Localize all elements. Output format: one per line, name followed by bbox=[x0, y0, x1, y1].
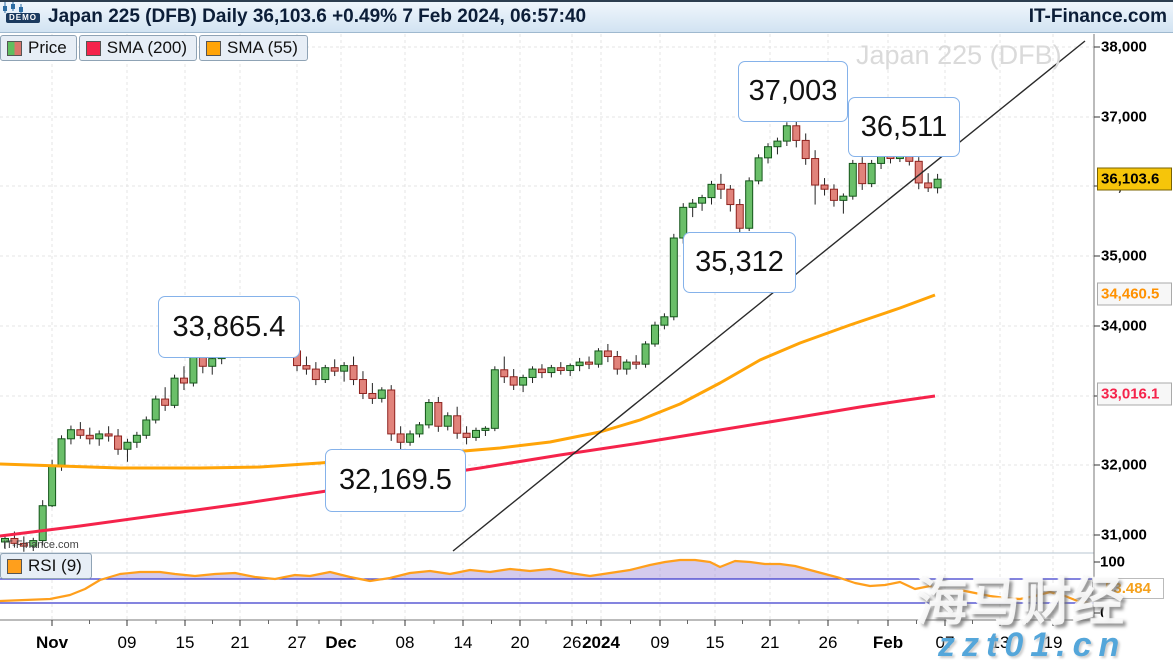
trendline bbox=[452, 40, 1086, 552]
x-axis-label: 15 bbox=[705, 633, 725, 652]
price-axis-badge: 33,016.1 bbox=[1097, 382, 1172, 406]
x-axis-label: 2024 bbox=[582, 633, 620, 652]
price-annotation[interactable]: 37,003 bbox=[738, 61, 848, 122]
overlay-watermark-cn: 海马财经 bbox=[916, 574, 1125, 632]
provider-watermark: IT-Finance.com bbox=[3, 539, 79, 551]
y-axis-label: 31,000 bbox=[1101, 526, 1147, 544]
legend-swatch-icon bbox=[7, 40, 22, 56]
y-axis-label: 32,000 bbox=[1101, 456, 1147, 474]
title-bar: DEMO Japan 225 (DFB) Daily 36,103.6 +0.4… bbox=[0, 2, 1173, 33]
legend-item-sma-200[interactable]: SMA (200) bbox=[78, 35, 198, 61]
price-annotation[interactable]: 36,511 bbox=[848, 97, 960, 157]
chart-watermark: Japan 225 (DFB) bbox=[856, 40, 1062, 70]
candles-group bbox=[1, 116, 942, 552]
price-axis-badge: 34,460.5 bbox=[1097, 282, 1172, 306]
x-axis-label: 09 bbox=[650, 633, 670, 652]
app-logo: DEMO bbox=[3, 2, 40, 23]
price-annotation[interactable]: 35,312 bbox=[683, 232, 796, 293]
x-axis-label: Feb bbox=[872, 633, 904, 652]
rsi-axis-0: 0 bbox=[1100, 604, 1109, 622]
price-annotation[interactable]: 32,169.5 bbox=[325, 449, 466, 512]
x-axis-label: Dec bbox=[325, 633, 357, 652]
legend-label: Price bbox=[28, 38, 67, 57]
logo-candles-icon bbox=[3, 2, 23, 13]
x-axis-label: 15 bbox=[175, 633, 195, 652]
x-axis-label: 13 bbox=[990, 633, 1010, 652]
rsi-legend: RSI (9) bbox=[0, 553, 92, 579]
legend-label: SMA (200) bbox=[106, 38, 188, 57]
x-axis-label: 20 bbox=[510, 633, 530, 652]
legend-swatch-icon bbox=[85, 40, 101, 56]
y-axis-label: 34,000 bbox=[1101, 317, 1147, 335]
legend: Price SMA (200) SMA (55) bbox=[0, 35, 308, 61]
legend-item-sma-55[interactable]: SMA (55) bbox=[199, 35, 308, 61]
x-axis-label: 08 bbox=[395, 633, 415, 652]
sma-200-line bbox=[0, 394, 936, 538]
x-axis-label: Nov bbox=[35, 633, 69, 652]
y-axis-label: 37,000 bbox=[1101, 108, 1147, 126]
demo-badge: DEMO bbox=[6, 13, 40, 23]
y-axis-label: 38,000 bbox=[1101, 38, 1147, 56]
x-axis-label: 07 bbox=[935, 633, 955, 652]
brand-link[interactable]: IT-Finance.com bbox=[1028, 6, 1167, 27]
y-axis-label: 35,000 bbox=[1101, 247, 1147, 265]
x-axis-label: 19 bbox=[1043, 633, 1063, 652]
x-axis-label: 21 bbox=[230, 633, 250, 652]
rsi-axis-100: 100 bbox=[1100, 553, 1126, 571]
x-axis-label: 09 bbox=[117, 633, 137, 652]
price-axis-badge: 36,103.6 bbox=[1097, 167, 1172, 191]
legend-label: SMA (55) bbox=[227, 38, 298, 57]
chart-title: Japan 225 (DFB) Daily 36,103.6 +0.49% 7 … bbox=[48, 6, 587, 27]
rsi-value-badge: 53.484 bbox=[1092, 578, 1164, 599]
legend-item-price[interactable]: Price bbox=[0, 35, 77, 61]
rsi-swatch-icon bbox=[7, 558, 22, 574]
x-axis-label: 14 bbox=[453, 633, 473, 652]
x-axis-label: 27 bbox=[287, 633, 307, 652]
x-axis-label: 21 bbox=[760, 633, 780, 652]
legend-swatch-icon bbox=[206, 40, 222, 56]
x-axis-label: 26 bbox=[562, 633, 582, 652]
rsi-legend-label: RSI (9) bbox=[28, 556, 82, 575]
sma-55-line bbox=[0, 293, 936, 470]
price-annotation[interactable]: 33,865.4 bbox=[158, 296, 300, 358]
rsi-legend-box[interactable]: RSI (9) bbox=[0, 553, 92, 579]
overlay-watermark-url: zzt01.cn bbox=[938, 626, 1127, 660]
x-axis-label: 26 bbox=[818, 633, 838, 652]
rsi-line bbox=[0, 558, 1091, 605]
